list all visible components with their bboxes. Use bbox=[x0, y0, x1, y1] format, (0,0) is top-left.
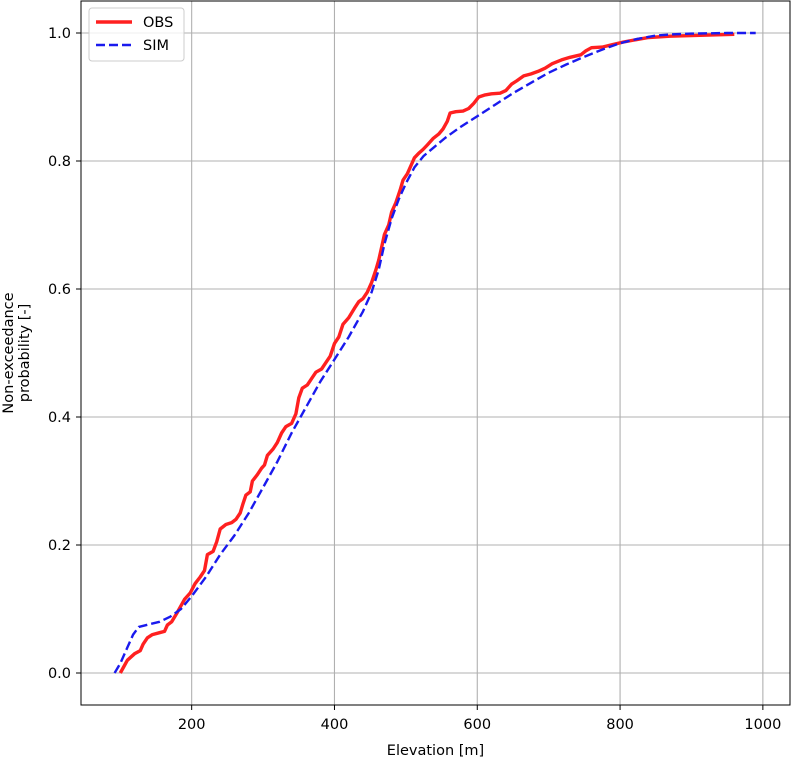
y-tick-label: 0.8 bbox=[48, 154, 71, 170]
x-tick-label: 600 bbox=[463, 717, 491, 733]
x-tick-label: 1000 bbox=[744, 717, 781, 733]
y-tick-label: 0.0 bbox=[48, 666, 71, 682]
series-line-obs bbox=[118, 32, 735, 674]
y-axis-ticks: 0.0 0.2 0.4 0.6 0.8 1.0 bbox=[48, 26, 81, 682]
legend: OBS SIM bbox=[88, 7, 185, 62]
series-lines bbox=[113, 31, 756, 674]
y-tick-label: 1.0 bbox=[48, 26, 71, 42]
legend-label-obs: OBS bbox=[143, 15, 173, 31]
x-tick-label: 400 bbox=[321, 717, 349, 733]
y-axis-label-line1: Non-exceedance bbox=[1, 292, 17, 413]
y-tick-label: 0.6 bbox=[48, 282, 71, 298]
x-tick-label: 800 bbox=[606, 717, 634, 733]
x-axis-label: Elevation [m] bbox=[387, 743, 484, 759]
legend-label-sim: SIM bbox=[143, 38, 169, 54]
y-tick-label: 0.4 bbox=[48, 410, 71, 426]
grid-lines bbox=[81, 1, 790, 705]
x-tick-label: 200 bbox=[178, 717, 206, 733]
y-axis-label-line2: probability [-] bbox=[17, 304, 33, 403]
x-axis-ticks: 200 400 600 800 1000 bbox=[178, 705, 781, 733]
y-tick-label: 0.2 bbox=[48, 538, 71, 554]
series-line-sim bbox=[113, 31, 756, 674]
axes-frame bbox=[80, 0, 791, 706]
